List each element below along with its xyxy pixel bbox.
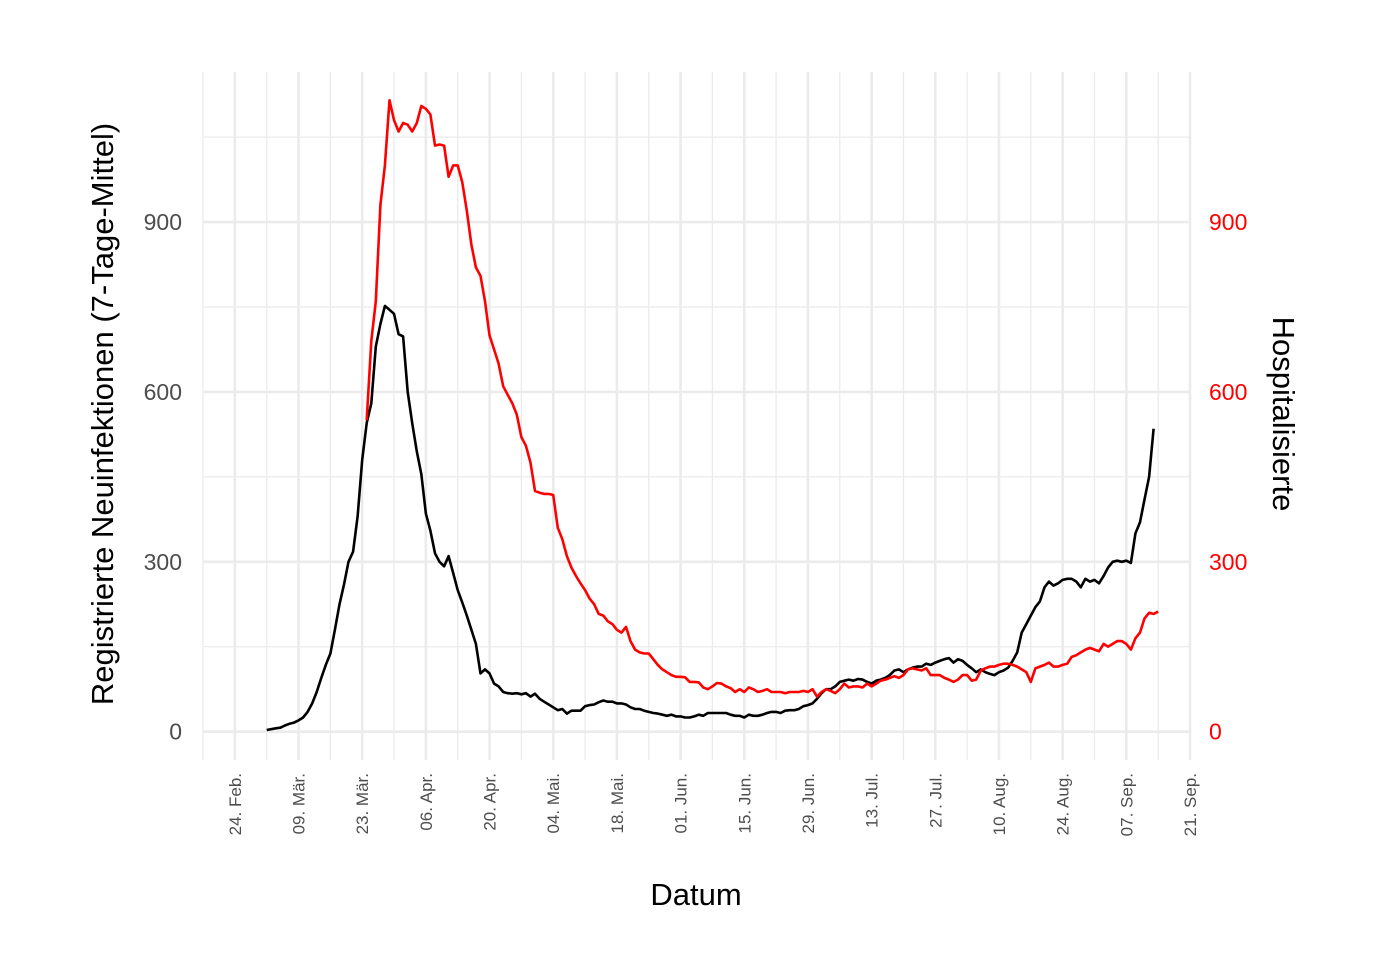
x-tick-label: 07. Sep. <box>1117 773 1136 836</box>
x-tick-label: 04. Mai. <box>544 773 563 833</box>
x-tick-label: 01. Jun. <box>672 773 691 834</box>
x-tick-label: 10. Aug. <box>990 773 1009 835</box>
x-tick-label: 18. Mai. <box>608 773 627 833</box>
y2-axis-title: Hospitalisierte <box>1266 317 1301 512</box>
y2-tick-label: 600 <box>1209 379 1247 405</box>
x-tick-label: 21. Sep. <box>1181 773 1200 836</box>
x-tick-label: 24. Aug. <box>1054 773 1073 835</box>
x-tick-label: 27. Jul. <box>926 773 945 828</box>
x-tick-label: 06. Apr. <box>417 773 436 831</box>
x-tick-label: 13. Jul. <box>863 773 882 828</box>
x-tick-label: 23. Mär. <box>353 773 372 834</box>
left-axis-ticks: 0 300 600 900 <box>144 209 182 745</box>
x-tick-label: 09. Mär. <box>290 773 309 834</box>
y-tick-label: 300 <box>144 549 182 575</box>
y2-tick-label: 300 <box>1209 549 1247 575</box>
x-tick-label: 29. Jun. <box>799 773 818 834</box>
x-tick-label: 15. Jun. <box>735 773 754 834</box>
x-axis-title: Datum <box>650 877 741 912</box>
y-tick-label: 600 <box>144 379 182 405</box>
y2-tick-label: 0 <box>1209 719 1222 745</box>
x-axis-ticks: 24. Feb. 09. Mär. 23. Mär. 06. Apr. 20. Apr.… <box>226 773 1200 836</box>
cases-line <box>266 304 1155 732</box>
hospitalized-line <box>365 99 1159 698</box>
y2-tick-label: 900 <box>1209 209 1247 235</box>
x-tick-label: 24. Feb. <box>226 773 245 835</box>
y-tick-label: 0 <box>169 719 182 745</box>
right-axis-ticks: 0 300 600 900 <box>1209 209 1247 745</box>
x-tick-label: 20. Apr. <box>481 773 500 831</box>
y-axis-title: Registrierte Neuinfektionen (7-Tage-Mitt… <box>85 123 120 705</box>
series-lines <box>266 99 1159 732</box>
grid <box>202 72 1192 760</box>
y-tick-label: 900 <box>144 209 182 235</box>
